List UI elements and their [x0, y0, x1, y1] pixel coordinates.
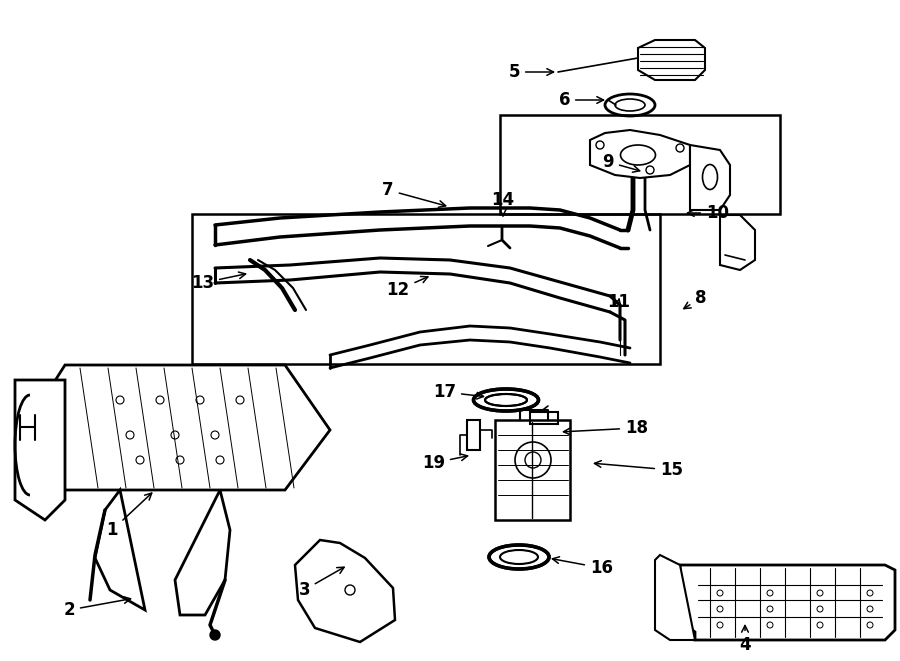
Text: 4: 4	[739, 625, 751, 654]
Polygon shape	[680, 565, 895, 640]
Text: 18: 18	[563, 419, 648, 437]
Text: 2: 2	[63, 597, 130, 619]
Polygon shape	[530, 412, 558, 424]
Circle shape	[210, 630, 220, 640]
Text: 12: 12	[386, 276, 427, 299]
Text: 19: 19	[422, 454, 468, 472]
Polygon shape	[15, 380, 65, 520]
Polygon shape	[638, 40, 705, 80]
Polygon shape	[95, 490, 145, 610]
Polygon shape	[30, 365, 330, 490]
Polygon shape	[295, 540, 395, 642]
Polygon shape	[590, 130, 690, 178]
Ellipse shape	[473, 389, 538, 411]
Text: 5: 5	[508, 63, 554, 81]
Text: 16: 16	[553, 557, 613, 577]
Text: 3: 3	[299, 567, 344, 599]
Text: 7: 7	[382, 181, 446, 208]
Text: 13: 13	[191, 272, 246, 292]
Text: 15: 15	[595, 461, 683, 479]
Polygon shape	[175, 490, 230, 615]
Text: 1: 1	[106, 493, 152, 539]
Polygon shape	[655, 555, 695, 640]
Text: 6: 6	[559, 91, 604, 109]
Text: 8: 8	[684, 289, 706, 309]
Bar	[192, 214, 660, 364]
Polygon shape	[720, 215, 755, 270]
Bar	[500, 115, 780, 214]
Polygon shape	[690, 145, 730, 210]
Text: 17: 17	[433, 383, 483, 401]
Text: 10: 10	[688, 204, 729, 222]
Polygon shape	[467, 420, 480, 450]
Text: 9: 9	[602, 153, 640, 173]
Bar	[495, 420, 570, 520]
Ellipse shape	[489, 545, 549, 569]
Text: 11: 11	[607, 293, 630, 311]
Text: 14: 14	[491, 191, 515, 215]
